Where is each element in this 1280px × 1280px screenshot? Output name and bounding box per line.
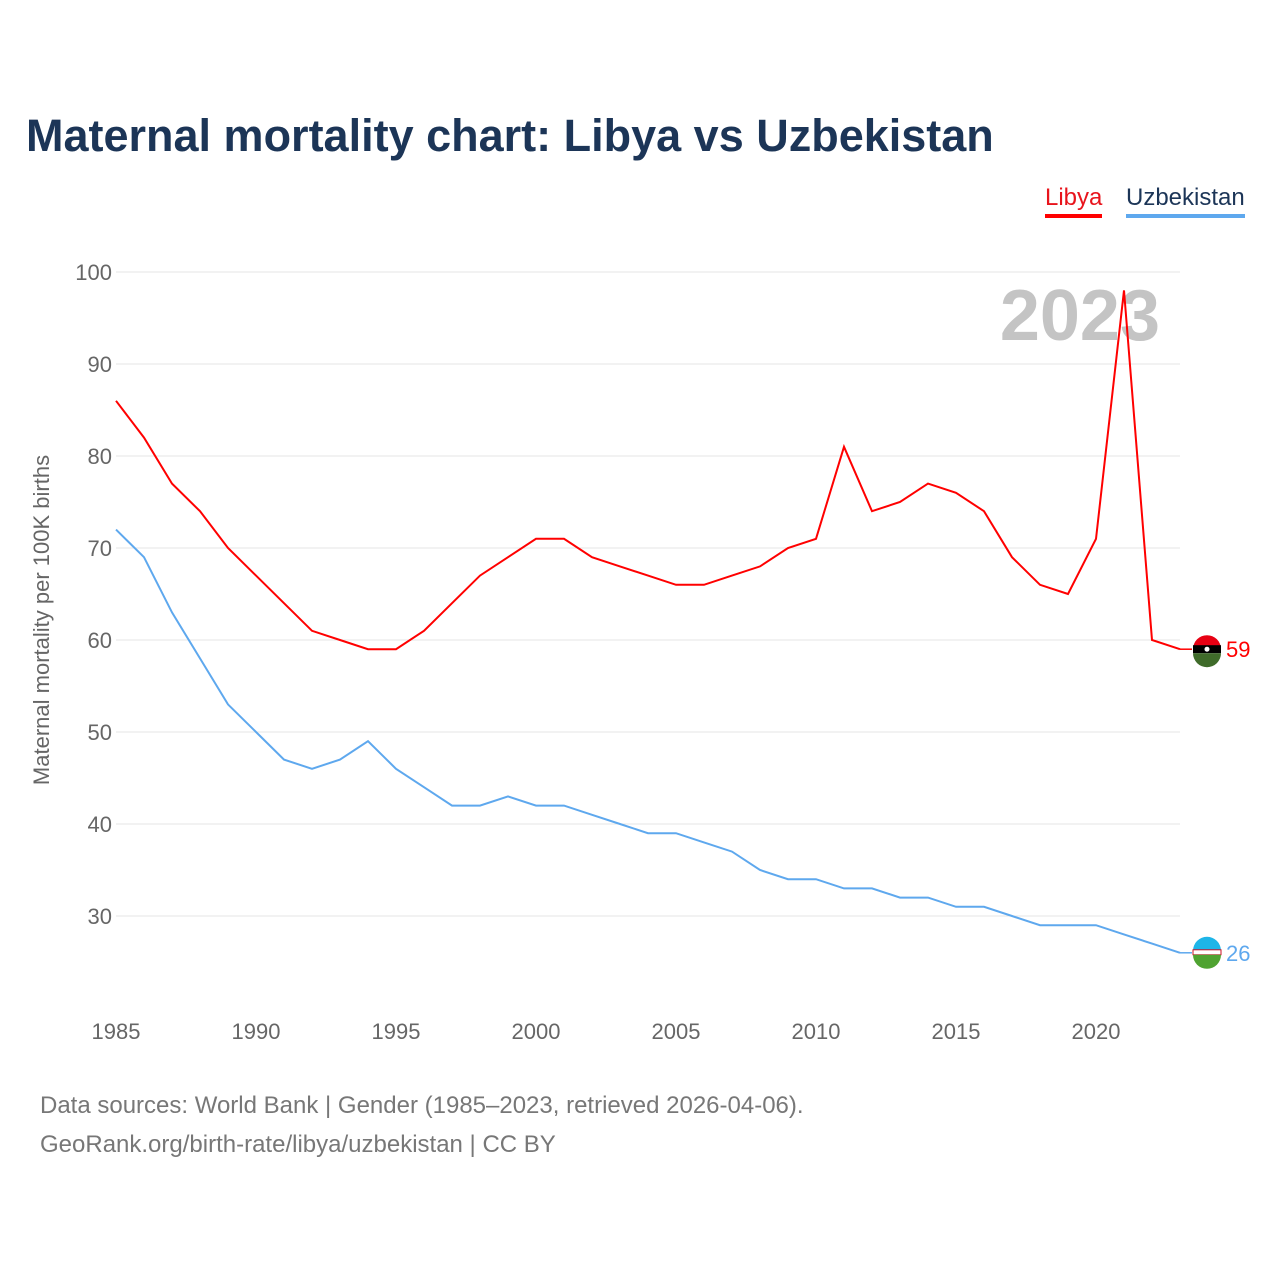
footer-link[interactable]: GeoRank.org/birth-rate/libya/uzbekistan …	[40, 1131, 556, 1158]
y-tick-label: 90	[88, 352, 112, 377]
year-watermark: 2023	[1000, 276, 1160, 356]
series-line-uzbekistan	[115, 528, 1181, 954]
flag-icon-uzbekistan	[1193, 954, 1221, 969]
x-tick-label: 2015	[932, 1019, 981, 1044]
flag-icon-uzbekistan	[1192, 949, 1222, 956]
legend-libya[interactable]: Libya	[1045, 184, 1103, 218]
y-tick-label: 70	[88, 536, 112, 561]
flag-icon-libya	[1204, 646, 1210, 652]
y-tick-label: 50	[88, 720, 112, 745]
end-value-label: 26	[1226, 941, 1250, 966]
y-tick-label: 40	[88, 812, 112, 837]
y-tick-label: 80	[88, 444, 112, 469]
x-tick-label: 2020	[1072, 1019, 1121, 1044]
y-tick-label: 60	[88, 628, 112, 653]
chart-title: Maternal mortality chart: Libya vs Uzbek…	[26, 110, 994, 161]
flag-icon-libya	[1193, 653, 1221, 668]
y-tick-label: 100	[75, 260, 112, 285]
x-tick-label: 1995	[372, 1019, 421, 1044]
x-tick-label: 1985	[92, 1019, 141, 1044]
x-tick-label: 2005	[652, 1019, 701, 1044]
flag-icon-uzbekistan	[1193, 936, 1221, 951]
footer-sources: Data sources: World Bank | Gender (1985–…	[40, 1092, 804, 1119]
x-tick-label: 2010	[792, 1019, 841, 1044]
x-tick-label: 2000	[512, 1019, 561, 1044]
footer: Data sources: World Bank | Gender (1985–…	[40, 1086, 804, 1164]
legend-uzbekistan[interactable]: Uzbekistan	[1126, 184, 1245, 218]
end-value-label: 59	[1226, 637, 1250, 662]
y-tick-label: 30	[88, 904, 112, 929]
series-line-libya	[115, 290, 1181, 651]
x-tick-label: 1990	[232, 1019, 281, 1044]
